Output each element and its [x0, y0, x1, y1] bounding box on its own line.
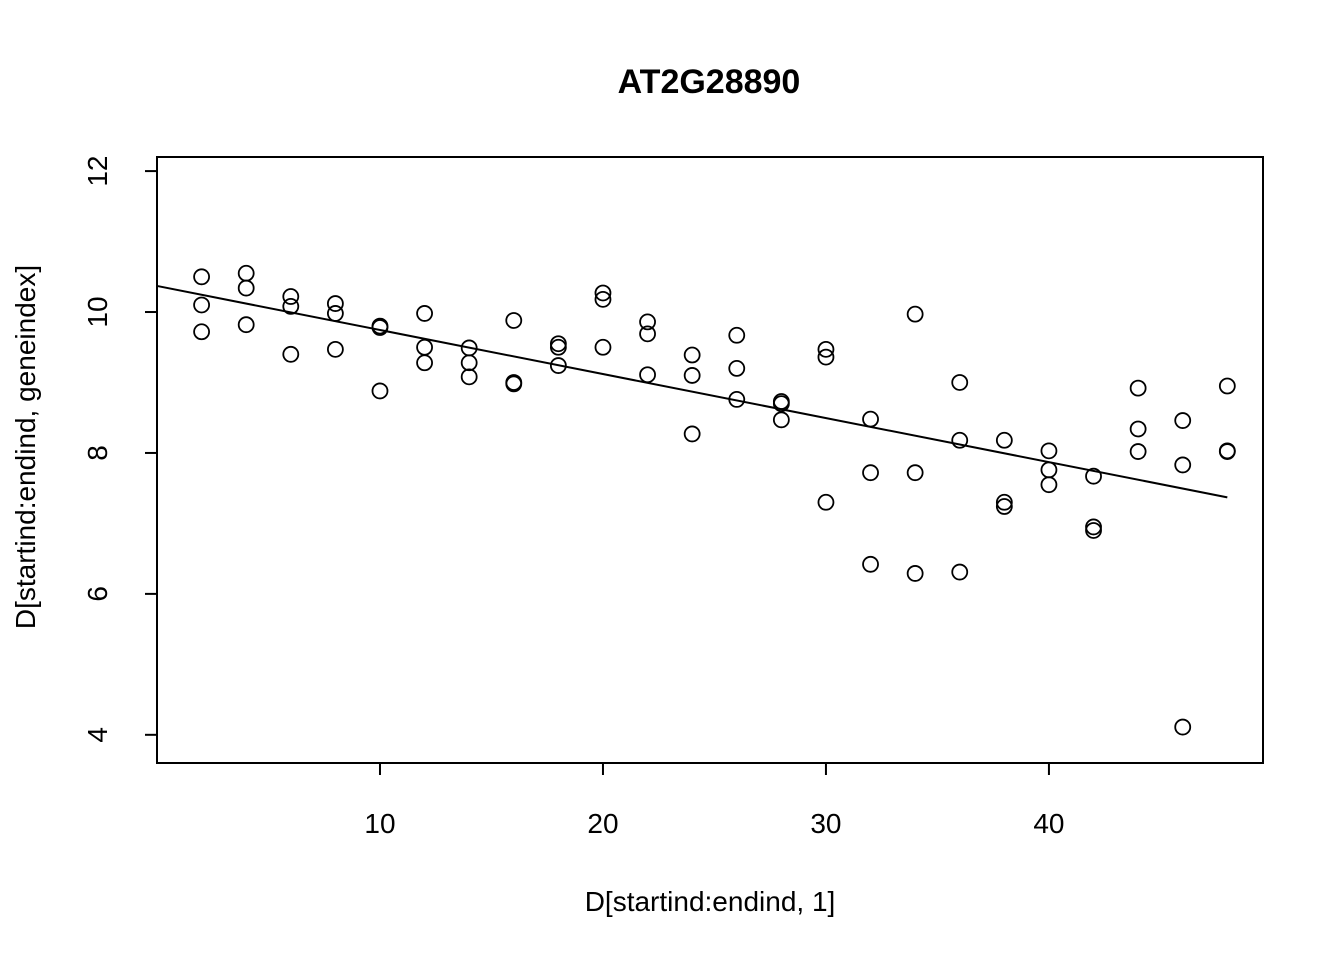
x-tick-label: 20	[587, 808, 618, 839]
data-point	[683, 425, 701, 443]
x-axis: 10 20 30 40	[364, 763, 1065, 839]
data-point	[505, 375, 523, 393]
data-point	[995, 431, 1013, 449]
data-point	[817, 340, 835, 358]
y-tick-label: 12	[82, 156, 113, 187]
data-point	[237, 264, 255, 282]
data-point	[1085, 467, 1102, 485]
data-point	[282, 288, 300, 305]
data-point	[817, 348, 835, 366]
data-point	[416, 338, 433, 356]
data-point	[728, 359, 746, 377]
y-tick-label: 6	[82, 586, 113, 602]
data-point	[549, 335, 567, 353]
x-tick-label: 40	[1033, 808, 1064, 839]
data-point	[683, 367, 701, 384]
data-point	[639, 313, 656, 331]
data-point	[639, 325, 656, 343]
y-axis: 4 6 8 10 12	[82, 156, 157, 743]
data-point	[237, 279, 255, 297]
data-point	[416, 305, 433, 322]
data-point	[1218, 443, 1236, 460]
data-point	[862, 410, 879, 428]
data-point	[862, 464, 879, 482]
data-point	[951, 431, 969, 449]
data-point	[1129, 420, 1147, 438]
plot-frame	[156, 156, 1264, 764]
data-point	[1218, 377, 1236, 395]
regression-line	[156, 284, 1228, 499]
data-points	[193, 264, 1236, 736]
data-point	[326, 340, 344, 358]
y-axis-label: D[startind:endind, geneindex]	[10, 265, 41, 629]
data-point	[862, 555, 879, 573]
data-point	[906, 565, 924, 582]
data-point	[549, 357, 567, 374]
data-point	[772, 411, 790, 429]
data-point	[906, 464, 924, 482]
data-point	[193, 296, 210, 314]
data-point	[995, 498, 1013, 515]
data-point	[951, 563, 969, 581]
data-point	[639, 366, 656, 384]
data-point	[237, 316, 255, 334]
data-point	[1040, 442, 1058, 460]
data-point	[460, 368, 478, 386]
data-point	[728, 326, 746, 344]
data-point	[1129, 443, 1147, 460]
data-point	[1085, 518, 1102, 536]
data-point	[1040, 461, 1058, 479]
x-tick-label: 30	[810, 808, 841, 839]
data-point	[416, 354, 433, 372]
data-point	[1174, 412, 1192, 429]
data-point	[549, 338, 567, 356]
chart-title: AT2G28890	[618, 63, 801, 101]
data-point	[683, 346, 701, 364]
data-point	[193, 323, 210, 341]
data-point	[326, 295, 344, 312]
data-point	[995, 493, 1013, 511]
y-tick-label: 8	[82, 445, 113, 461]
data-point	[282, 297, 300, 315]
data-point	[193, 268, 210, 286]
data-point	[594, 284, 612, 302]
data-point	[772, 395, 790, 413]
data-point	[1129, 379, 1147, 397]
data-point	[594, 338, 612, 356]
data-point	[951, 374, 969, 391]
data-point	[371, 382, 389, 400]
data-point	[460, 354, 478, 372]
y-tick-label: 10	[82, 296, 113, 327]
x-tick-label: 10	[364, 808, 395, 839]
data-point	[1174, 456, 1192, 474]
data-point	[326, 305, 344, 322]
data-point	[282, 345, 300, 363]
data-point	[1085, 522, 1102, 539]
data-point	[1040, 476, 1058, 494]
data-point	[906, 305, 924, 323]
x-axis-label: D[startind:endind, 1]	[585, 886, 836, 917]
data-point	[505, 312, 523, 329]
data-point	[594, 290, 612, 308]
data-point	[817, 493, 835, 511]
y-tick-label: 4	[82, 727, 113, 743]
data-point	[1174, 718, 1192, 736]
